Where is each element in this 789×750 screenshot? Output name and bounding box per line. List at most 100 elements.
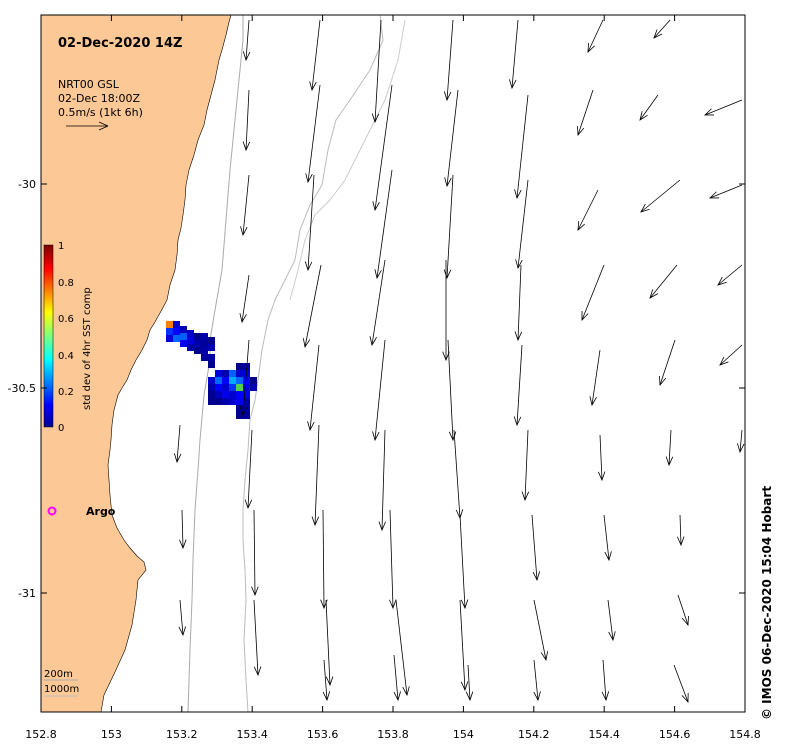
sst-cell: [201, 347, 208, 354]
current-arrow: [513, 344, 523, 427]
sst-cell: [215, 370, 222, 377]
current-arrow: [253, 599, 262, 677]
sst-cell: [215, 384, 222, 391]
current-arrow: [459, 514, 469, 610]
sst-cell: [180, 340, 187, 347]
current-arrow: [577, 189, 599, 231]
sst-cell: [243, 377, 250, 384]
current-arrow: [514, 94, 529, 200]
sst-stddev-patch: [166, 321, 257, 419]
current-arrow: [307, 344, 320, 432]
current-arrow: [393, 654, 401, 702]
imos-credit: © IMOS 06-Dec-2020 15:04 Hobart: [760, 485, 774, 720]
x-tick-label: 154.2: [518, 728, 550, 741]
current-arrow: [325, 599, 334, 687]
current-arrow: [378, 429, 386, 532]
current-arrow: [374, 169, 393, 280]
sst-cell: [208, 354, 215, 361]
current-arrow: [704, 99, 743, 116]
sst-cell: [187, 330, 194, 337]
current-arrow: [442, 260, 450, 362]
current-arrow: [372, 339, 386, 442]
depth-legend-200m: 200m: [44, 669, 73, 680]
current-arrow: [509, 19, 519, 90]
current-arrow: [533, 659, 541, 702]
sst-cell: [215, 391, 222, 398]
current-arrow: [653, 19, 671, 39]
current-arrow: [465, 664, 474, 702]
y-tick-label: -30: [18, 178, 36, 191]
current-arrow: [709, 184, 743, 199]
sst-cell: [187, 337, 194, 344]
current-arrow: [737, 429, 745, 454]
sst-cell: [208, 361, 215, 368]
current-arrow: [322, 659, 331, 702]
sst-cell: [208, 398, 215, 405]
current-arrow: [665, 429, 674, 467]
current-arrow: [453, 429, 464, 520]
current-arrow: [444, 89, 459, 188]
current-arrow: [533, 599, 549, 662]
current-arrow: [443, 19, 454, 102]
current-arrow: [311, 424, 320, 527]
sst-cell: [236, 391, 243, 398]
current-arrow: [447, 339, 457, 442]
isobath-1000m: [242, 14, 384, 713]
current-arrow: [305, 84, 321, 184]
current-arrow: [173, 424, 182, 464]
current-arrow: [607, 599, 616, 642]
current-arrow: [649, 264, 678, 299]
sst-cell: [173, 328, 180, 335]
colorbar-ticks: 1 0.8 0.6 0.4 0.2 0: [58, 241, 74, 434]
sst-cell: [243, 384, 250, 391]
sst-cell: [208, 337, 215, 344]
sst-cell: [208, 384, 215, 391]
current-arrow: [369, 259, 386, 347]
sst-cell: [243, 398, 250, 405]
current-arrow: [521, 429, 530, 502]
sst-cell: [236, 377, 243, 384]
argo-float-marker[interactable]: [47, 506, 57, 516]
current-arrow: [717, 264, 743, 286]
sst-cell: [173, 335, 180, 342]
sst-cell: [236, 370, 243, 377]
current-arrow: [302, 264, 322, 349]
current-arrow: [395, 599, 410, 697]
sst-cell: [194, 333, 201, 340]
current-arrow: [640, 179, 681, 213]
sst-cell: [236, 363, 243, 370]
x-tick-label: 153.6: [307, 728, 339, 741]
current-arrow: [514, 264, 523, 342]
x-tick-label: 153.8: [377, 728, 409, 741]
sst-cell: [215, 398, 222, 405]
sst-cell: [229, 370, 236, 377]
current-arrow: [242, 89, 251, 152]
coastline-land: [40, 14, 232, 713]
current-arrow: [515, 179, 529, 270]
sst-cell: [236, 412, 243, 419]
current-arrow: [389, 509, 397, 610]
current-arrow: [719, 344, 743, 366]
sst-cell: [208, 391, 215, 398]
current-arrow: [581, 264, 605, 322]
x-tick-label: 154.4: [588, 728, 620, 741]
current-arrow: [531, 514, 541, 582]
x-tick-label: 152.8: [25, 728, 57, 741]
current-arrow: [309, 19, 321, 92]
sst-cell: [250, 377, 257, 384]
current-arrow: [239, 274, 250, 324]
colorbar-tick: 1: [58, 241, 64, 252]
sst-cell: [180, 333, 187, 340]
current-vectors: [173, 19, 745, 704]
sst-cell: [201, 354, 208, 361]
colorbar-tick: 0: [58, 423, 64, 434]
colorbar-tick: 0.4: [58, 351, 74, 362]
current-arrow: [589, 349, 601, 407]
sst-cell: [236, 384, 243, 391]
map-title: 02-Dec-2020 14Z: [58, 36, 182, 51]
scale-arrow: [66, 121, 109, 131]
current-arrow: [251, 509, 259, 597]
current-arrow: [677, 514, 685, 547]
current-info-line3: 0.5m/s (1kt 6h): [58, 106, 143, 119]
